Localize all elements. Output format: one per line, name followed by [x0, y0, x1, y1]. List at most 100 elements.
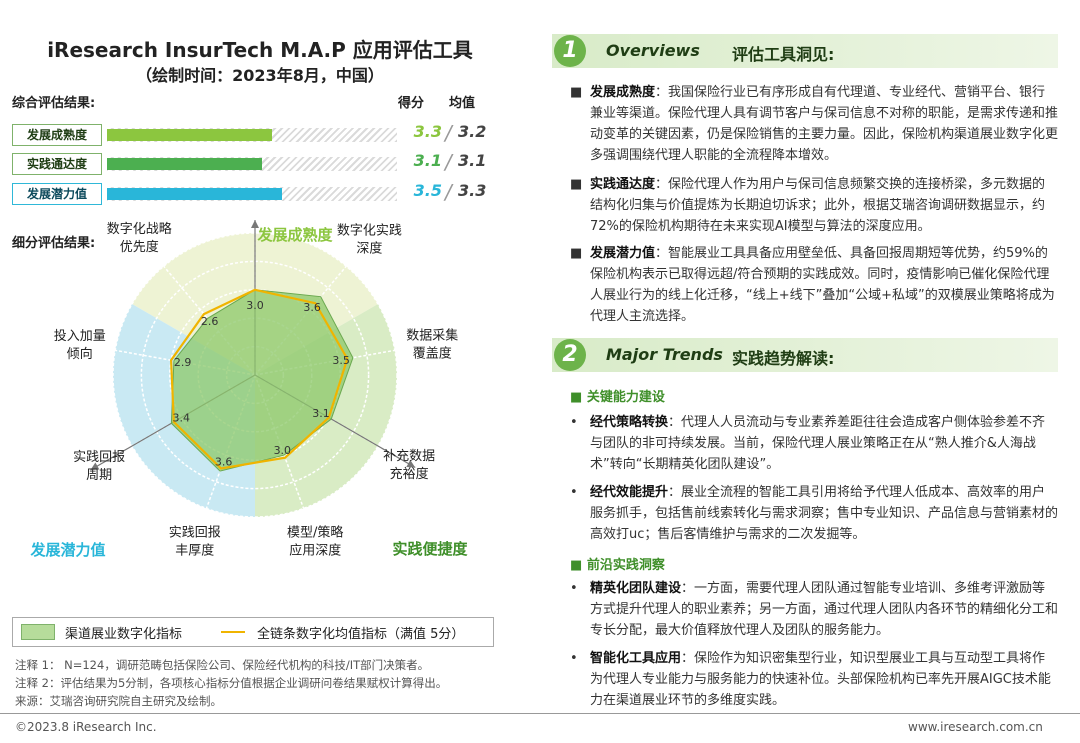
score-bar [107, 158, 262, 170]
slash-divider: / [445, 180, 452, 204]
value-label: 3.0 [246, 299, 264, 312]
subheading-text: 关键能力建设 [586, 390, 665, 405]
copyright: ©2023.8 iResearch Inc. [15, 720, 157, 734]
item-head: 智能化工具应用 [590, 651, 682, 666]
section-title-en: Overviews [606, 41, 700, 60]
slash-divider: / [445, 150, 452, 174]
square-bullet-icon: ■ [570, 246, 583, 261]
dot-bullet-icon: • [570, 581, 578, 596]
subheading-text: 前沿实践洞察 [586, 558, 665, 573]
overall-header: 综合评估结果: [12, 96, 96, 111]
score-value: 3.3 [413, 122, 442, 141]
axis-label: 数字化实践深度 [337, 224, 402, 257]
item-head: 发展潜力值 [590, 246, 656, 261]
item-head: 实践通达度 [590, 177, 656, 192]
legend-label-series1: 渠道展业数字化指标 [65, 627, 183, 642]
axis-label: 数据采集覆盖度 [406, 328, 458, 362]
item-head: 发展成熟度 [590, 85, 656, 100]
arrow-maturity-head [251, 220, 259, 228]
square-bullet-icon: ■ [570, 85, 583, 100]
footer-divider [0, 713, 1080, 714]
value-label: 3.6 [303, 301, 321, 314]
score-header: 得分 [398, 96, 425, 111]
value-label: 3.1 [312, 407, 330, 420]
item-text: ：展业全流程的智能工具引用将给予代理人低成本、高效率的用户服务抓手，包括售前线索… [590, 485, 1059, 542]
subheading-capability: ■ 关键能力建设 [570, 390, 665, 405]
item-head: 精英化团队建设 [590, 581, 682, 596]
score-row-maturity: 发展成熟度 3.3 / 3.2 [12, 121, 492, 148]
section-title-cn: 实践趋势解读: [732, 349, 835, 368]
section-trends-header: 2 Major Trends 实践趋势解读: [552, 338, 1058, 372]
note-1: 注释 1： N=124，调研范畴包括保险公司、保险经代机构的科技/IT部门决策者… [15, 658, 430, 672]
item-head: 经代策略转换 [590, 415, 669, 430]
zone-label: 实践便捷度 [392, 540, 468, 558]
axis-label: 补充数据充裕度 [383, 448, 435, 482]
zone-label: 发展潜力值 [29, 541, 105, 559]
value-label: 3.4 [172, 412, 190, 425]
axis-label: 模型/策略应用深度 [287, 524, 343, 558]
trend-item: • 经代策略转换：代理人人员流动与专业素养差距往往会造成客户侧体验参差不齐与团队… [570, 412, 1058, 475]
value-label: 2.6 [201, 315, 219, 328]
item-text: ：保险作为知识密集型行业，知识型展业工具与互动型工具将作为代理人专业能力与服务能… [590, 651, 1051, 708]
avg-value: 3.3 [458, 181, 487, 200]
item-text: ：保险代理人作为用户与保司信息频繁交换的连接桥梁，多元数据的结构化归集与价值提炼… [590, 177, 1046, 234]
axis-label: 实践回报周期 [73, 450, 125, 483]
note-2: 注释 2：评估结果为5分制，各项核心指标分值根据企业调研问卷结果赋权计算得出。 [15, 676, 448, 690]
page-subtitle: （绘制时间：2023年8月，中国） [136, 66, 384, 85]
overview-item: ■ 发展潜力值：智能展业工具具备应用壁垒低、具备回报周期短等优势，约59%的保险… [570, 243, 1058, 327]
score-label: 发展成熟度 [12, 124, 102, 146]
item-text: ：代理人人员流动与专业素养差距往往会造成客户侧体验参差不齐与团队的非可持续发展。… [590, 415, 1046, 472]
legend-swatch-series1 [21, 624, 55, 640]
avg-value: 3.2 [458, 122, 487, 141]
radar-chart: 3.03.63.53.13.03.63.42.92.6技术投入量级数字化实践深度… [29, 220, 468, 559]
section-title-cn: 评估工具洞见: [732, 45, 835, 64]
score-row-potential: 发展潜力值 3.5 / 3.3 [12, 180, 492, 207]
score-bar [107, 188, 282, 200]
dot-bullet-icon: • [570, 485, 578, 500]
value-label: 3.5 [332, 354, 350, 367]
zone-label: 发展成熟度 [256, 226, 333, 244]
value-label: 2.9 [174, 356, 192, 369]
score-label: 发展潜力值 [12, 183, 102, 205]
score-label: 实践通达度 [12, 153, 102, 175]
legend-label-series2: 全链条数字化均值指标（满值 5分） [257, 627, 465, 642]
arrow-potential-head [90, 462, 100, 470]
item-head: 经代效能提升 [590, 485, 669, 500]
grid-ring [140, 260, 370, 490]
value-label: 3.6 [215, 455, 233, 468]
axis-label: 数字化战略优先度 [107, 221, 172, 255]
overview-item: ■ 实践通达度：保险代理人作为用户与保司信息频繁交换的连接桥梁，多元数据的结构化… [570, 174, 1058, 237]
section-number: 1 [554, 35, 586, 67]
page-title: iResearch InsurTech M.A.P 应用评估工具 [47, 38, 473, 62]
section-overviews-header: 1 Overviews 评估工具洞见: [552, 34, 1058, 68]
detail-header: 细分评估结果: [12, 236, 96, 251]
value-label: 3.0 [274, 444, 292, 457]
avg-value: 3.1 [458, 151, 487, 170]
trend-item: • 智能化工具应用：保险作为知识密集型行业，知识型展业工具与互动型工具将作为代理… [570, 648, 1058, 711]
square-bullet-icon: ■ [570, 177, 583, 192]
website: www.iresearch.com.cn [908, 720, 1043, 734]
axis-label: 实践回报丰厚度 [169, 525, 221, 558]
item-text: ：我国保险行业已有序形成自有代理道、专业经代、营销平台、银行兼业等渠道。保险代理… [590, 85, 1059, 163]
axis-label: 投入加量倾向 [54, 328, 106, 362]
overview-item: ■ 发展成熟度：我国保险行业已有序形成自有代理道、专业经代、营销平台、银行兼业等… [570, 82, 1058, 166]
chart-legend: 渠道展业数字化指标 全链条数字化均值指标（满值 5分） [12, 617, 494, 647]
item-text: ：智能展业工具具备应用壁垒低、具备回报周期短等优势，约59%的保险机构表示已取得… [590, 246, 1055, 324]
source-note: 来源：艾瑞咨询研究院自主研究及绘制。 [15, 694, 222, 708]
subheading-frontier: ■ 前沿实践洞察 [570, 558, 665, 573]
score-row-practice: 实践通达度 3.1 / 3.1 [12, 150, 492, 177]
grid-ring [112, 232, 398, 518]
avg-header: 均值 [449, 96, 476, 111]
item-text: ：一方面，需要代理人团队通过智能专业培训、多维考评激励等方式提升代理人的职业素养… [590, 581, 1059, 638]
series-fullchain-average [169, 288, 349, 470]
legend-swatch-series2 [221, 631, 245, 633]
section-title-en: Major Trends [606, 345, 723, 364]
trend-item: • 经代效能提升：展业全流程的智能工具引用将给予代理人低成本、高效率的用户服务抓… [570, 482, 1058, 545]
score-value: 3.5 [413, 181, 442, 200]
score-bar [107, 129, 272, 141]
section-number: 2 [554, 339, 586, 371]
slash-divider: / [445, 121, 452, 145]
trend-item: • 精英化团队建设：一方面，需要代理人团队通过智能专业培训、多维考评激励等方式提… [570, 578, 1058, 641]
arrow-practice-head [406, 460, 416, 468]
dot-bullet-icon: • [570, 415, 578, 430]
